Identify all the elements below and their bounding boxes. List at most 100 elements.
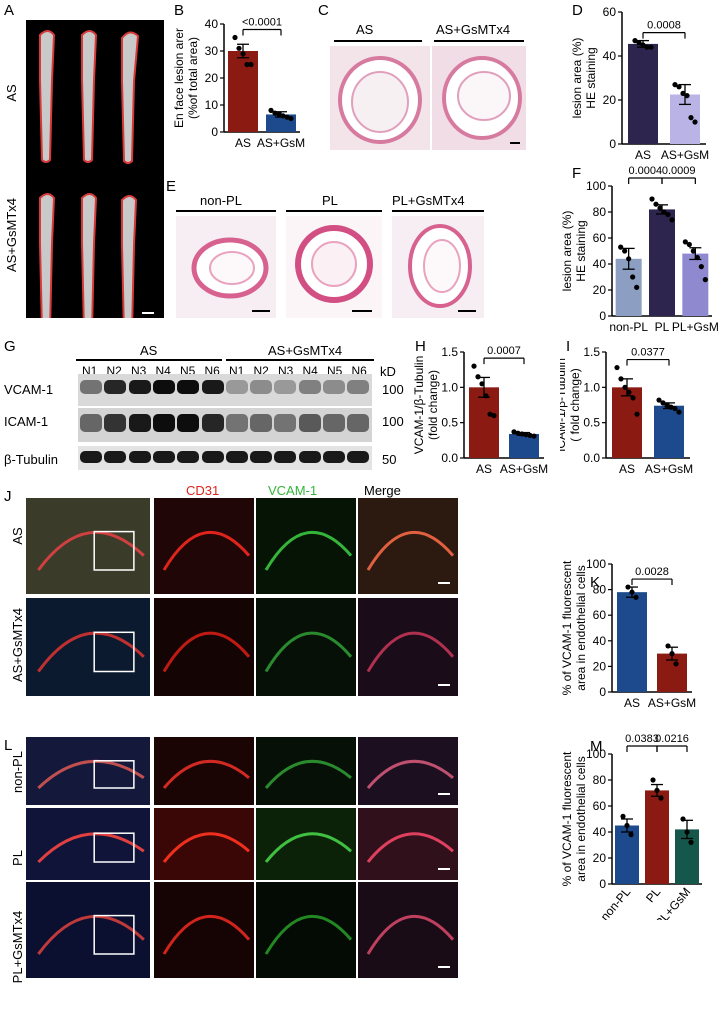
x-tick-label: PL+GsM [672, 320, 719, 334]
scale-bar [510, 142, 520, 144]
vessel-outline [264, 832, 352, 863]
data-point [626, 256, 632, 262]
data-point [673, 661, 679, 667]
data-point [654, 787, 660, 793]
data-point [636, 40, 642, 46]
y-tick-label: 0.0 [441, 451, 458, 465]
vessel-outline [264, 914, 353, 955]
y-tick-label: 40 [593, 634, 607, 648]
scale-bar [438, 582, 450, 584]
if-image-tile [154, 882, 254, 978]
x-tick-label: PL [643, 885, 663, 905]
blot-row-icam1: ICAM-1 [4, 414, 49, 429]
blot-row-vcam1: VCAM-1 [4, 382, 54, 397]
panel-label-h: H [415, 338, 426, 355]
bar [628, 43, 658, 144]
chart-d: 0 20 40 60 lesion area (%)HE staining AS AS+Gs… [570, 5, 709, 162]
data-point [676, 409, 682, 415]
aorta-drawing [39, 30, 140, 318]
if-image-tile [256, 598, 356, 696]
e-group-line [286, 210, 382, 212]
p-value-label: 0.0028 [635, 566, 669, 578]
data-point [669, 651, 675, 657]
data-point [620, 813, 626, 819]
y-axis-label-line: VCAM-1/β-Tubulin [412, 356, 426, 454]
data-point [483, 393, 489, 399]
y-tick-label: 0.0 [583, 451, 600, 465]
channel-cd31: CD31 [186, 483, 220, 498]
data-point [684, 93, 690, 99]
data-point [240, 51, 246, 57]
x-tick-label: AS+GsM [500, 462, 548, 476]
y-tick-label: 20 [603, 93, 617, 107]
vessel-outline [162, 759, 250, 789]
zoom-box [93, 530, 135, 571]
data-point [515, 430, 521, 436]
blot-band [80, 451, 102, 463]
data-point [629, 589, 635, 595]
y-tick-label: 0.5 [441, 416, 458, 430]
panel-label-m: M [590, 738, 603, 755]
p-value-label: <0.0001 [242, 17, 282, 29]
data-point [628, 832, 634, 838]
e-group-non-pl: non-PL [200, 193, 242, 208]
if-image-tile [358, 882, 458, 978]
he-section-pl-gsmtx4-image [392, 216, 484, 318]
panel-label-c: C [318, 2, 329, 19]
vessel-outline [366, 914, 455, 955]
y-axis-label: % of VCAM-1 fluorescentarea in endotheli… [560, 560, 588, 695]
data-point [669, 217, 675, 223]
y-tick-label: 30 [205, 44, 219, 58]
data-point [633, 594, 639, 600]
data-point [268, 107, 274, 113]
vessel-outline [37, 914, 145, 955]
kd-marker: 50 [382, 452, 397, 467]
panel-label-a: A [4, 2, 15, 19]
blot-band [104, 380, 127, 394]
data-point [661, 209, 667, 215]
y-axis-label-line: lesion area (%) [560, 211, 574, 292]
c-group-as: AS [356, 22, 374, 37]
data-point [280, 113, 286, 119]
e-group-pl-gsmtx4: PL+GsMTx4 [392, 193, 465, 208]
if-image-tile [26, 737, 150, 805]
y-tick-label: 60 [593, 799, 607, 813]
if-image-tile [256, 808, 356, 880]
if-image-tile [358, 808, 458, 880]
l-row-non-pl: non-PL [10, 751, 25, 793]
y-axis-label-line: % of VCAM-1 fluorescent [560, 560, 574, 695]
vessel-outline [366, 759, 454, 789]
y-tick-label: 0 [599, 685, 606, 699]
channel-merge: Merge [364, 483, 401, 498]
data-point [692, 119, 698, 125]
data-point [487, 411, 493, 417]
e-group-pl: PL [322, 193, 338, 208]
data-point [684, 829, 690, 835]
data-point [665, 643, 671, 649]
data-point [650, 777, 656, 783]
vessel-outline [264, 631, 353, 673]
x-tick-label: AS [476, 462, 492, 476]
data-point [523, 432, 529, 438]
y-axis-label-line: (%of total area) [186, 37, 200, 119]
data-point [471, 363, 477, 369]
c-group-line [334, 40, 422, 42]
kd-label: kD [380, 364, 396, 379]
data-point [618, 244, 624, 250]
g-group-as-gsmtx4: AS+GsMTx4 [268, 343, 343, 358]
scale-bar [252, 310, 270, 312]
y-axis-label-line: % of VCAM-1 fluorescent [560, 751, 574, 886]
data-point [622, 248, 628, 254]
y-tick-label: 80 [593, 773, 607, 787]
data-point [622, 384, 628, 390]
panel-label-i: I [566, 338, 571, 355]
data-point [640, 42, 646, 48]
chart-f: 0 20 40 60 80 100 lesion area (%)HE staining no… [560, 165, 719, 334]
blot-band [298, 451, 321, 463]
scale-bar [438, 966, 450, 968]
data-point [630, 395, 636, 401]
panel-label-j: J [4, 488, 12, 505]
x-tick-label: AS [624, 696, 640, 710]
data-point [248, 61, 254, 68]
